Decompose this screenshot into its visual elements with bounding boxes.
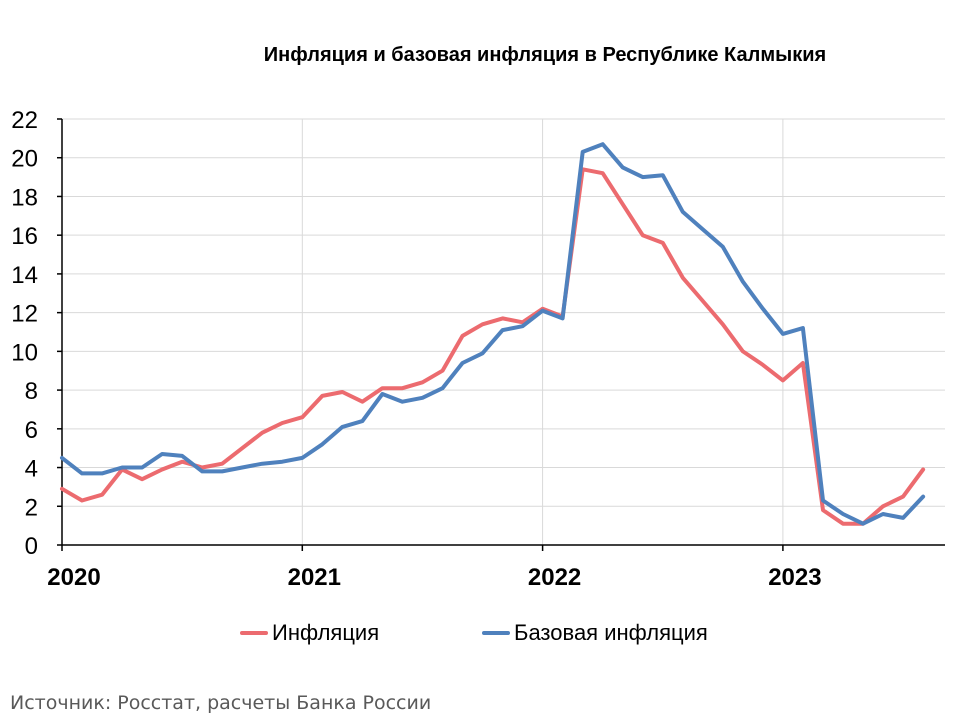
y-tick-label: 16 (11, 223, 38, 250)
chart-legend: Инфляция Базовая инфляция (0, 620, 960, 650)
legend-item-inflation: Инфляция (240, 620, 379, 646)
x-tick-label: 2020 (47, 564, 100, 591)
y-tick-label: 10 (11, 339, 38, 366)
y-tick-label: 2 (25, 494, 38, 521)
y-tick-label: 0 (25, 533, 38, 560)
legend-swatch-core-inflation (482, 631, 510, 635)
x-tick-label: 2022 (528, 564, 581, 591)
x-tick-label: 2023 (768, 564, 821, 591)
series-line-core-inflation (60, 142, 926, 526)
y-tick-label: 12 (11, 301, 38, 328)
y-tick-label: 20 (11, 146, 38, 173)
source-note: Источник: Росстат, расчеты Банка России (10, 692, 432, 714)
legend-swatch-inflation (240, 631, 268, 635)
y-tick-label: 18 (11, 184, 38, 211)
y-tick-label: 6 (25, 417, 38, 444)
y-tick-label: 22 (11, 107, 38, 134)
y-tick-label: 14 (11, 262, 38, 289)
legend-item-core-inflation: Базовая инфляция (482, 620, 708, 646)
legend-label-inflation: Инфляция (272, 620, 380, 645)
x-tick-label: 2021 (288, 564, 341, 591)
y-tick-label: 8 (25, 378, 38, 405)
y-tick-label: 4 (25, 456, 38, 483)
chart-title: Инфляция и базовая инфляция в Республике… (263, 44, 827, 66)
legend-label-core-inflation: Базовая инфляция (514, 620, 708, 645)
series-line-inflation (60, 167, 926, 526)
